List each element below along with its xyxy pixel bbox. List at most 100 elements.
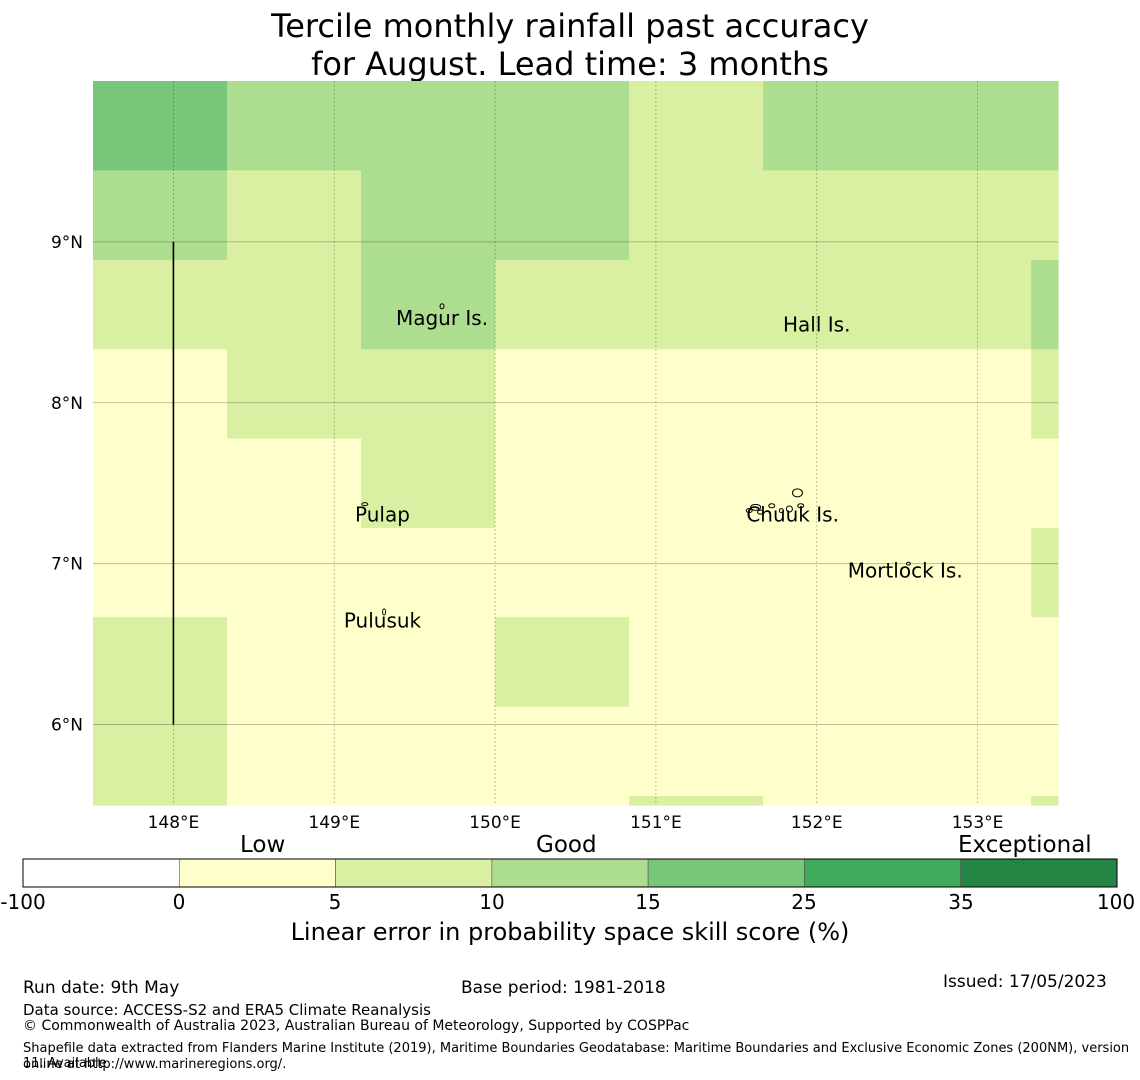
colorbar-segment (335, 858, 493, 888)
skill-cell (226, 81, 362, 172)
island-outline (439, 303, 445, 310)
island-outline (768, 503, 776, 509)
skill-cell (897, 170, 1032, 261)
run-date: Run date: 9th May (23, 978, 180, 998)
colorbar-category-low: Low (240, 832, 286, 858)
skill-cell (897, 527, 1032, 618)
skill-cell (226, 259, 362, 350)
island-outline (797, 503, 805, 509)
skill-cell (629, 706, 764, 797)
copyright-notice: © Commonwealth of Australia 2023, Austra… (23, 1018, 690, 1034)
colorbar-segment (22, 858, 180, 888)
skill-cell (93, 527, 228, 618)
skill-cell (763, 795, 898, 806)
place-label: Mortlock Is. (848, 559, 963, 583)
skill-cell (93, 438, 228, 529)
map-title-line-1: Tercile monthly rainfall past accuracy (271, 7, 869, 45)
island-outline (785, 505, 793, 513)
skill-cell (897, 706, 1032, 797)
skill-cell (763, 170, 898, 261)
skill-cell (629, 527, 764, 618)
skill-cell (1031, 349, 1059, 440)
skill-cell (495, 259, 630, 350)
skill-cell (495, 706, 630, 797)
skill-cell (93, 349, 228, 440)
colorbar-segment (178, 858, 336, 888)
skill-cell (897, 259, 1032, 350)
skill-cell (361, 349, 496, 440)
skill-cell (1031, 617, 1059, 708)
colorbar-tick: 35 (948, 890, 974, 914)
skill-cell (361, 170, 496, 261)
skill-cell (361, 527, 496, 618)
base-period: Base period: 1981-2018 (461, 978, 666, 998)
skill-cell (897, 81, 1032, 172)
island-outline (791, 488, 803, 498)
skill-cell (629, 170, 764, 261)
skill-cell (1031, 259, 1059, 350)
colorbar-segment (804, 858, 962, 888)
skill-cell (629, 617, 764, 708)
colorbar-segment (960, 858, 1118, 888)
island-outline (905, 561, 911, 566)
shapefile-credit-line-1: Shapefile data extracted from Flanders M… (23, 1041, 1130, 1071)
skill-cell (629, 795, 764, 806)
skill-cell (1031, 438, 1059, 529)
skill-cell (763, 706, 898, 797)
skill-cell (93, 170, 228, 261)
skill-cell (763, 438, 898, 529)
place-label: Hall Is. (783, 313, 850, 337)
skill-cell (93, 795, 228, 806)
skill-cell (897, 795, 1032, 806)
issued-date: Issued: 17/05/2023 (943, 972, 1107, 992)
shapefile-credit-line-2: online at http://www.marineregions.org/. (23, 1057, 287, 1072)
skill-map: Magur Is. Hall Is. Pulap Chuuk Is. Mortlock … (22, 81, 1118, 888)
skill-cell (1031, 170, 1059, 261)
island-outline (756, 509, 764, 515)
skill-cell (226, 527, 362, 618)
island-outline (361, 502, 369, 507)
map-gridlines (93, 81, 1058, 805)
skill-cell (495, 617, 630, 708)
longitude-tick-label: 151°E (630, 813, 682, 833)
skill-cell (93, 259, 228, 350)
longitude-tick-label: 152°E (791, 813, 843, 833)
map-title-line-2: for August. Lead time: 3 months (311, 45, 829, 83)
latitude-tick-label: 7°N (51, 555, 83, 575)
latitude-tick-label: 6°N (51, 716, 83, 736)
skill-cell (495, 81, 630, 172)
skill-cell (361, 617, 496, 708)
skill-cell (629, 81, 764, 172)
island-outline (382, 608, 387, 616)
skill-cell (897, 438, 1032, 529)
skill-cell (763, 527, 898, 618)
skill-cell (763, 349, 898, 440)
skill-cell (1031, 706, 1059, 797)
colorbar-category-exceptional: Exceptional (958, 832, 1092, 858)
place-label: Chuuk Is. (746, 502, 839, 526)
skill-cell (763, 81, 898, 172)
place-label: Pulusuk (344, 609, 422, 633)
colorbar-label: Linear error in probability space skill … (290, 918, 850, 946)
data-source: Data source: ACCESS-S2 and ERA5 Climate … (23, 1001, 431, 1019)
island-outline (750, 503, 762, 511)
skill-cell (93, 81, 228, 172)
colorbar-category-good: Good (536, 832, 597, 858)
skill-cell (629, 259, 764, 350)
colorbar-tick: 5 (328, 890, 342, 914)
skill-cell (1031, 81, 1059, 172)
colorbar-segment (491, 858, 649, 888)
place-label: Pulap (355, 502, 410, 526)
place-labels: Magur Is. Hall Is. Pulap Chuuk Is. Mortlock … (344, 306, 963, 632)
colorbar-segment (647, 858, 805, 888)
skill-cell (629, 438, 764, 529)
colorbar-tick: 25 (791, 890, 817, 914)
skill-cell (495, 527, 630, 618)
skill-grid-cells (93, 81, 1059, 806)
skill-cell (1031, 795, 1059, 806)
longitude-tick-label: 149°E (308, 813, 360, 833)
colorbar (22, 858, 1118, 888)
colorbar-tick: -100 (0, 890, 46, 914)
skill-cell (763, 617, 898, 708)
skill-cell (93, 617, 228, 708)
